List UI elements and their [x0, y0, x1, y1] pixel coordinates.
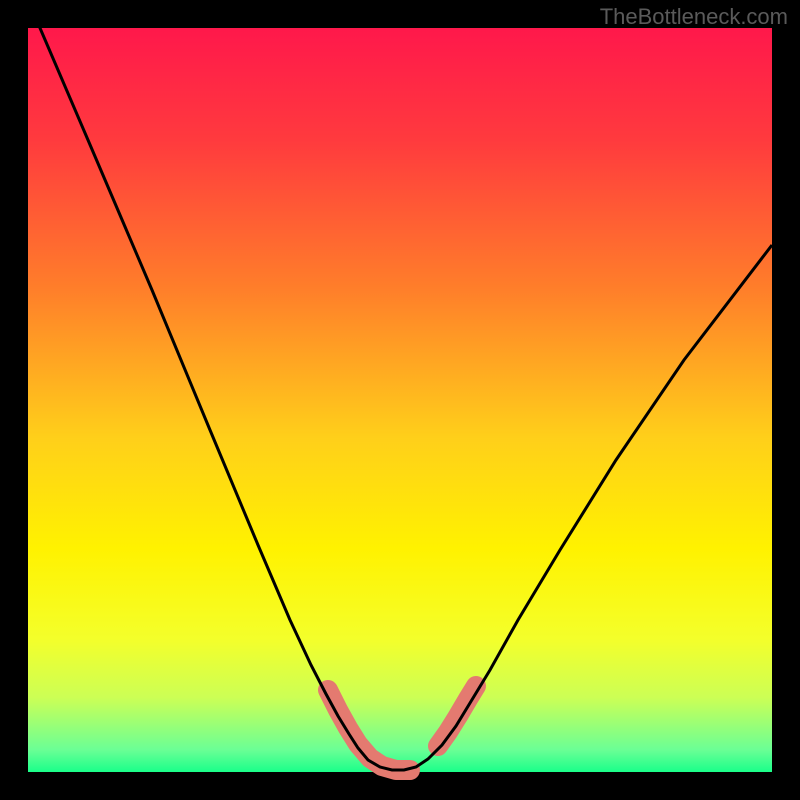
watermark-text: TheBottleneck.com	[600, 4, 788, 30]
gradient-background	[28, 28, 772, 772]
plot-area	[28, 28, 772, 772]
chart-svg	[0, 0, 800, 800]
